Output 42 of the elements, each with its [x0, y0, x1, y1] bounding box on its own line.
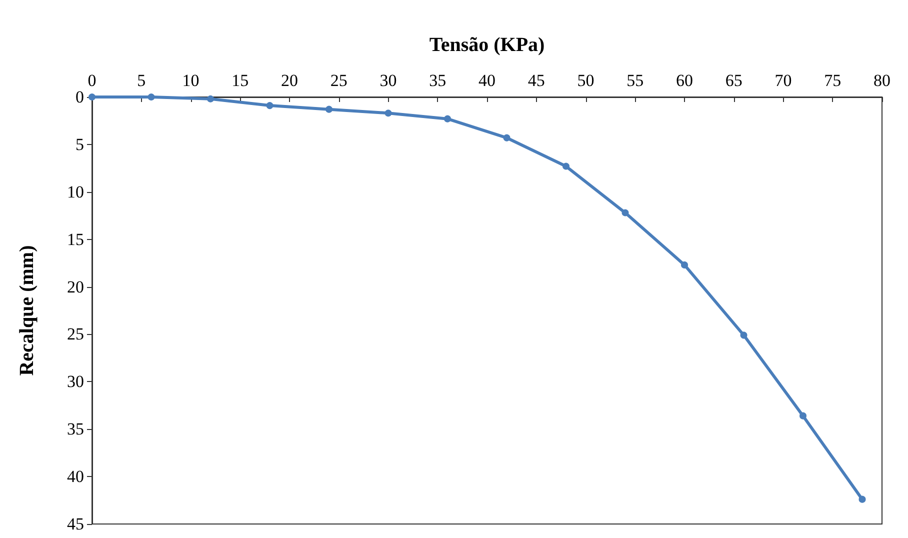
- x-tick-label: 30: [380, 71, 397, 90]
- point: [207, 95, 214, 102]
- x-tick-label: 0: [88, 71, 96, 90]
- point: [326, 106, 332, 113]
- x-tick-label: 25: [330, 71, 348, 90]
- x-tick-label: 40: [478, 71, 496, 90]
- y-tick-label: 15: [67, 230, 84, 249]
- y-axis-title: Recalque (mm): [16, 245, 38, 376]
- y-tick-label: 40: [67, 467, 84, 486]
- x-tick-label: 80: [874, 71, 890, 90]
- point: [681, 261, 688, 268]
- x-tick-label: 20: [281, 71, 298, 90]
- y-tick-label: 10: [67, 182, 84, 202]
- point: [562, 162, 570, 170]
- x-tick-label: 70: [774, 71, 792, 90]
- point: [384, 110, 392, 117]
- x-tick-label: 10: [182, 71, 200, 90]
- y-tick-label: 30: [67, 372, 84, 392]
- x-tick-label: 75: [824, 71, 842, 90]
- point: [266, 102, 274, 110]
- point: [503, 134, 510, 142]
- x-tick-label: 45: [528, 71, 545, 90]
- x-tick-label: 60: [676, 71, 693, 90]
- point: [740, 332, 748, 339]
- x-tick-label: 50: [577, 71, 594, 90]
- y-tick-label: 45: [67, 514, 84, 534]
- point: [858, 496, 866, 503]
- y-tick-label: 0: [76, 88, 84, 106]
- y-tick-label: 20: [67, 277, 84, 296]
- point: [622, 209, 629, 216]
- y-tick-label: 25: [67, 324, 84, 344]
- x-tick-label: 5: [137, 71, 146, 90]
- x-tick-label: 15: [232, 71, 249, 90]
- y-tick-label: 5: [76, 134, 84, 154]
- y-tick-label: 35: [67, 420, 84, 439]
- point: [800, 412, 806, 420]
- x-axis-title: Tensão (KPa): [429, 34, 545, 56]
- x-tick-label: 65: [725, 71, 742, 90]
- point: [444, 115, 451, 122]
- x-tick-label: 35: [429, 71, 446, 90]
- x-tick-label: 55: [626, 71, 644, 90]
- point: [148, 94, 155, 100]
